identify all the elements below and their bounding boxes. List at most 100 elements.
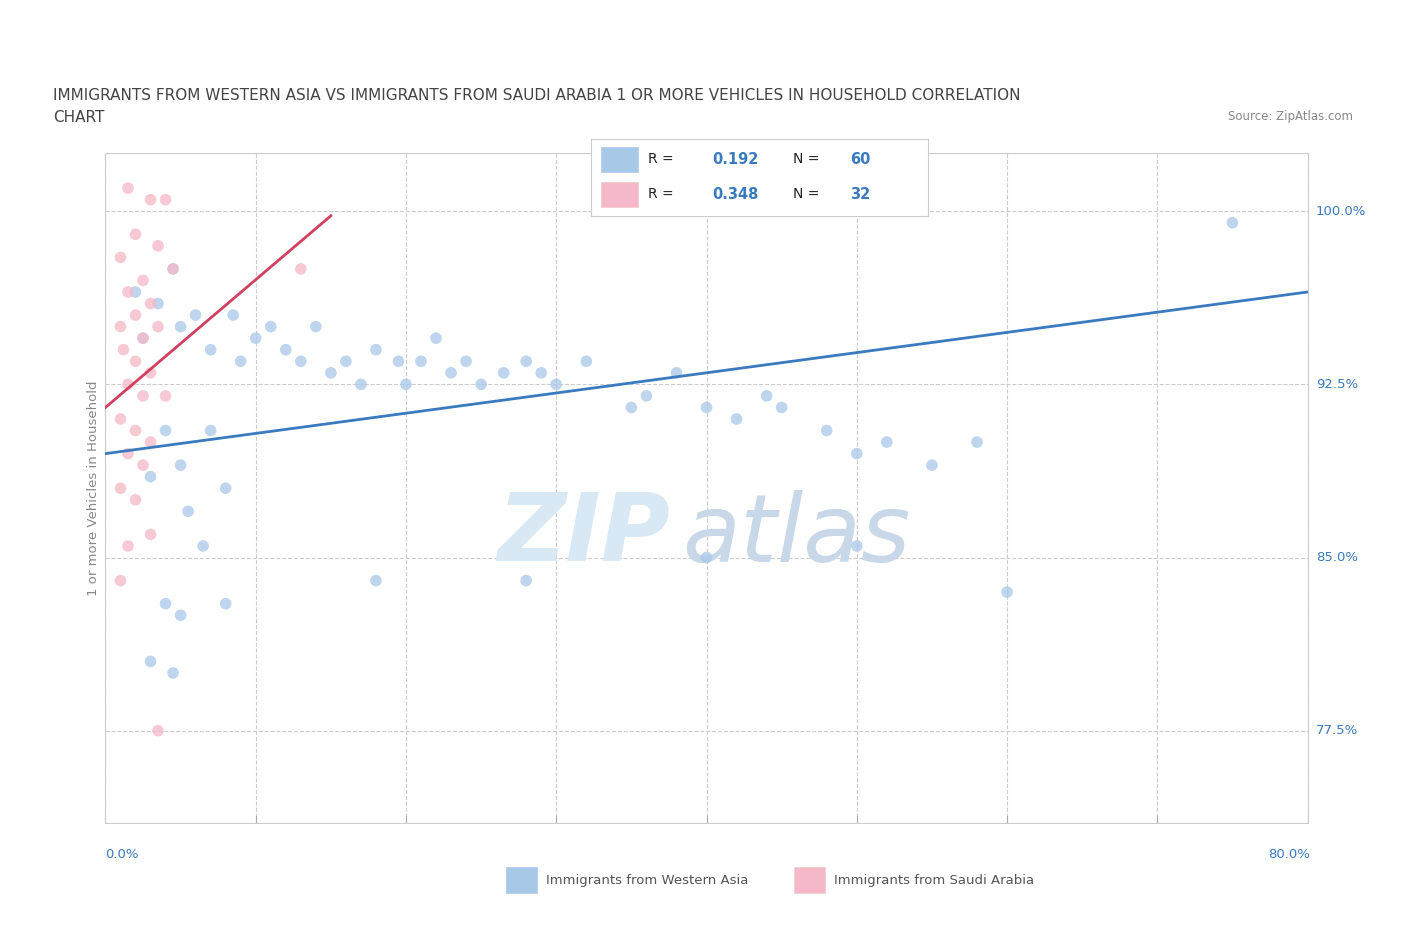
Text: R =: R = [648, 153, 678, 166]
Point [139, 365, 162, 380]
Point [229, 353, 252, 368]
Text: 80.0%: 80.0% [1268, 848, 1310, 861]
Point [110, 319, 132, 334]
Point [620, 400, 643, 415]
Point [117, 180, 139, 195]
Point [921, 458, 943, 472]
Point [139, 527, 162, 542]
Point [350, 377, 373, 392]
Point [770, 400, 793, 415]
Point [335, 353, 357, 368]
Point [112, 342, 135, 357]
Point [191, 538, 214, 553]
Point [425, 331, 447, 346]
Point [319, 365, 342, 380]
Point [456, 353, 478, 368]
Point [387, 353, 409, 368]
Point [214, 481, 236, 496]
Text: 0.192: 0.192 [711, 152, 758, 166]
Point [966, 434, 988, 449]
Point [124, 308, 146, 323]
Point [146, 238, 169, 253]
Point [117, 446, 139, 461]
Point [492, 365, 515, 380]
Point [132, 273, 155, 288]
Point [110, 250, 132, 265]
Point [290, 261, 312, 276]
Point [364, 573, 387, 588]
Point [245, 331, 267, 346]
Text: 60: 60 [851, 152, 870, 166]
Point [139, 434, 162, 449]
Point [1222, 215, 1244, 230]
Point [155, 389, 177, 404]
Point [515, 573, 537, 588]
Point [155, 193, 177, 207]
Bar [600, 182, 638, 206]
Point [124, 492, 146, 507]
Point [139, 654, 162, 669]
Point [146, 319, 169, 334]
Point [124, 285, 146, 299]
Text: Immigrants from Saudi Arabia: Immigrants from Saudi Arabia [834, 874, 1033, 887]
Point [515, 353, 537, 368]
Point [162, 666, 184, 681]
Point [200, 423, 222, 438]
Point [274, 342, 297, 357]
Text: 0.348: 0.348 [711, 187, 758, 202]
Point [696, 550, 718, 565]
Point [146, 724, 169, 738]
Point [155, 596, 177, 611]
Point [665, 365, 688, 380]
Point [575, 353, 598, 368]
Point [169, 319, 191, 334]
Point [132, 458, 155, 472]
Point [290, 353, 312, 368]
Point [440, 365, 463, 380]
Point [530, 365, 553, 380]
Point [162, 261, 184, 276]
Point [636, 389, 658, 404]
Point [845, 538, 868, 553]
Point [546, 377, 568, 392]
Point [222, 308, 245, 323]
Text: 100.0%: 100.0% [1316, 205, 1367, 218]
Point [110, 412, 132, 427]
Point [139, 193, 162, 207]
Point [169, 608, 191, 623]
Text: Source: ZipAtlas.com: Source: ZipAtlas.com [1227, 110, 1353, 123]
Point [725, 412, 748, 427]
Text: N =: N = [793, 188, 824, 202]
Point [117, 377, 139, 392]
Point [815, 423, 838, 438]
Point [845, 446, 868, 461]
Point [132, 389, 155, 404]
Point [117, 538, 139, 553]
Text: CHART: CHART [53, 110, 105, 125]
Point [364, 342, 387, 357]
Point [696, 400, 718, 415]
Text: 85.0%: 85.0% [1316, 551, 1358, 564]
Point [139, 296, 162, 311]
Point [155, 423, 177, 438]
Point [177, 504, 200, 519]
Point [124, 227, 146, 242]
Point [110, 573, 132, 588]
Text: ZIP: ZIP [498, 489, 671, 581]
Point [200, 342, 222, 357]
Point [755, 389, 778, 404]
Point [139, 470, 162, 485]
Point [214, 596, 236, 611]
Text: 32: 32 [851, 187, 870, 202]
Bar [600, 147, 638, 171]
Point [305, 319, 328, 334]
Text: 0.0%: 0.0% [105, 848, 139, 861]
Point [110, 481, 132, 496]
Text: 92.5%: 92.5% [1316, 378, 1358, 391]
Point [162, 261, 184, 276]
Point [124, 423, 146, 438]
Text: IMMIGRANTS FROM WESTERN ASIA VS IMMIGRANTS FROM SAUDI ARABIA 1 OR MORE VEHICLES : IMMIGRANTS FROM WESTERN ASIA VS IMMIGRAN… [53, 88, 1021, 103]
Point [169, 458, 191, 472]
Point [117, 285, 139, 299]
Point [132, 331, 155, 346]
